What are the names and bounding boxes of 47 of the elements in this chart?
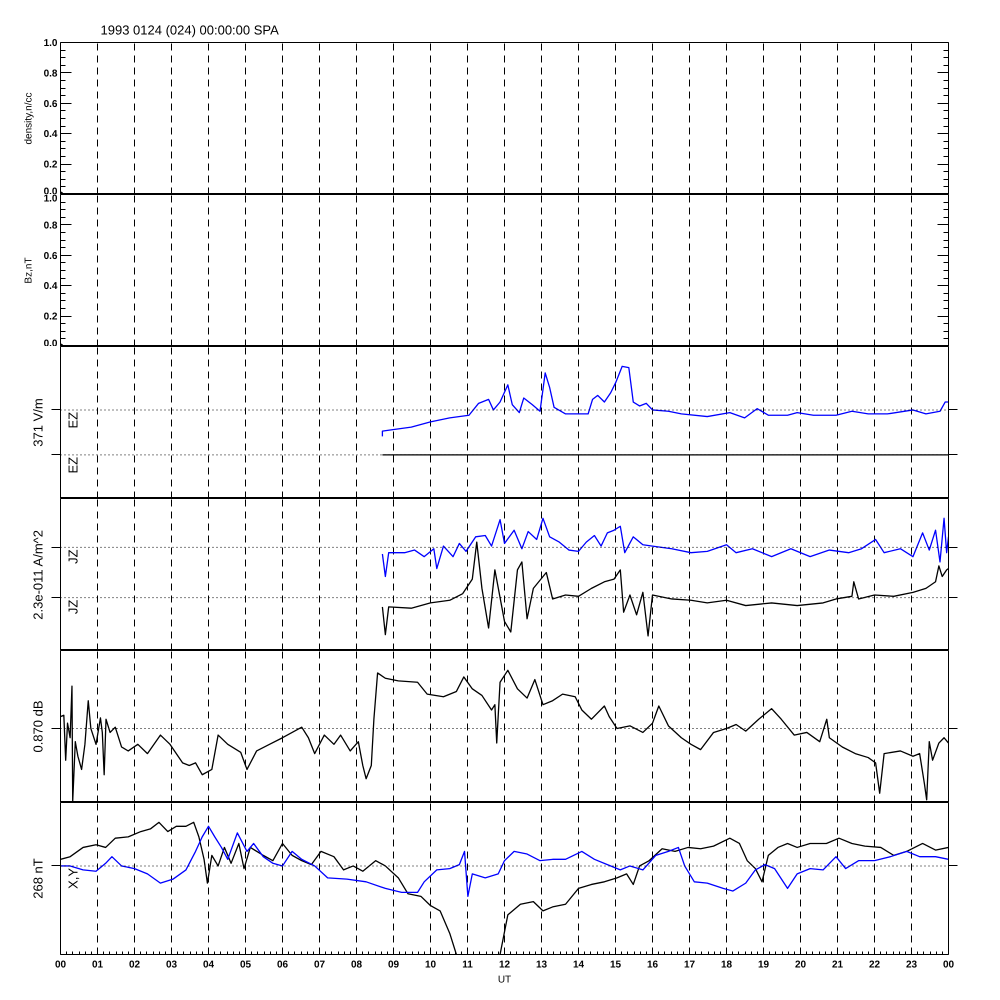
x-tick-label: 16 [646, 960, 658, 970]
y-axis-title: 268 nT [30, 858, 46, 899]
x-tick-label: 21 [832, 960, 844, 970]
ref-line-label: JZ [66, 549, 80, 564]
x-axis-title: UT [498, 974, 512, 986]
y-axis-title: 371 V/m [30, 398, 46, 447]
y-tick-label: 0.4 [44, 129, 58, 140]
x-tick-label: 00 [54, 960, 66, 970]
legend-label: X,Y [66, 868, 80, 889]
y-tick-label: 1.0 [44, 38, 58, 49]
x-tick-label: 10 [424, 960, 436, 970]
x-tick-label: 07 [314, 960, 326, 970]
x-tick-label: 17 [684, 960, 696, 970]
x-tick-label: 03 [166, 960, 178, 970]
x-tick-label: 13 [536, 960, 548, 970]
y-axis-title: Bz,nT [24, 257, 35, 284]
y-axis-title: 0.870 dB [30, 700, 46, 753]
x-tick-label: 01 [92, 960, 104, 970]
y-axis-title: density,n/cc [24, 92, 35, 145]
y-tick-label: 0.4 [44, 281, 58, 292]
x-tick-label: 11 [462, 960, 474, 970]
chart-title: 1993 0124 (024) 00:00:00 SPA [100, 22, 280, 38]
y-tick-label: 0.2 [44, 312, 58, 323]
x-tick-label: 18 [720, 960, 732, 970]
x-tick-label: 05 [240, 960, 252, 970]
y-tick-label: 0.8 [44, 68, 58, 80]
x-tick-label: 06 [276, 960, 288, 970]
x-tick-label: 00 [942, 960, 954, 970]
x-tick-label: 20 [794, 960, 806, 970]
y-axis-title: 2.3e-011 A/m^2 [30, 530, 46, 620]
x-tick-label: 15 [610, 960, 622, 970]
x-tick-label: 12 [498, 960, 510, 970]
ref-line-label: EZ [66, 412, 80, 429]
x-tick-label: 23 [906, 960, 918, 970]
x-tick-label: 19 [758, 960, 770, 970]
x-tick-label: 14 [572, 960, 584, 970]
x-tick-label: 08 [350, 960, 362, 970]
ref-line-label: EZ [66, 456, 80, 474]
x-tick-label: 04 [202, 960, 214, 970]
y-tick-label: 0.8 [44, 220, 58, 232]
ref-line-label: JZ [66, 600, 80, 614]
y-tick-label: 0.2 [44, 160, 58, 171]
y-tick-label: 0.6 [44, 250, 58, 262]
x-tick-label: 22 [868, 960, 880, 970]
x-tick-label: 02 [128, 960, 140, 970]
x-tick-label: 09 [388, 960, 400, 970]
y-tick-label: 0.6 [44, 98, 58, 110]
